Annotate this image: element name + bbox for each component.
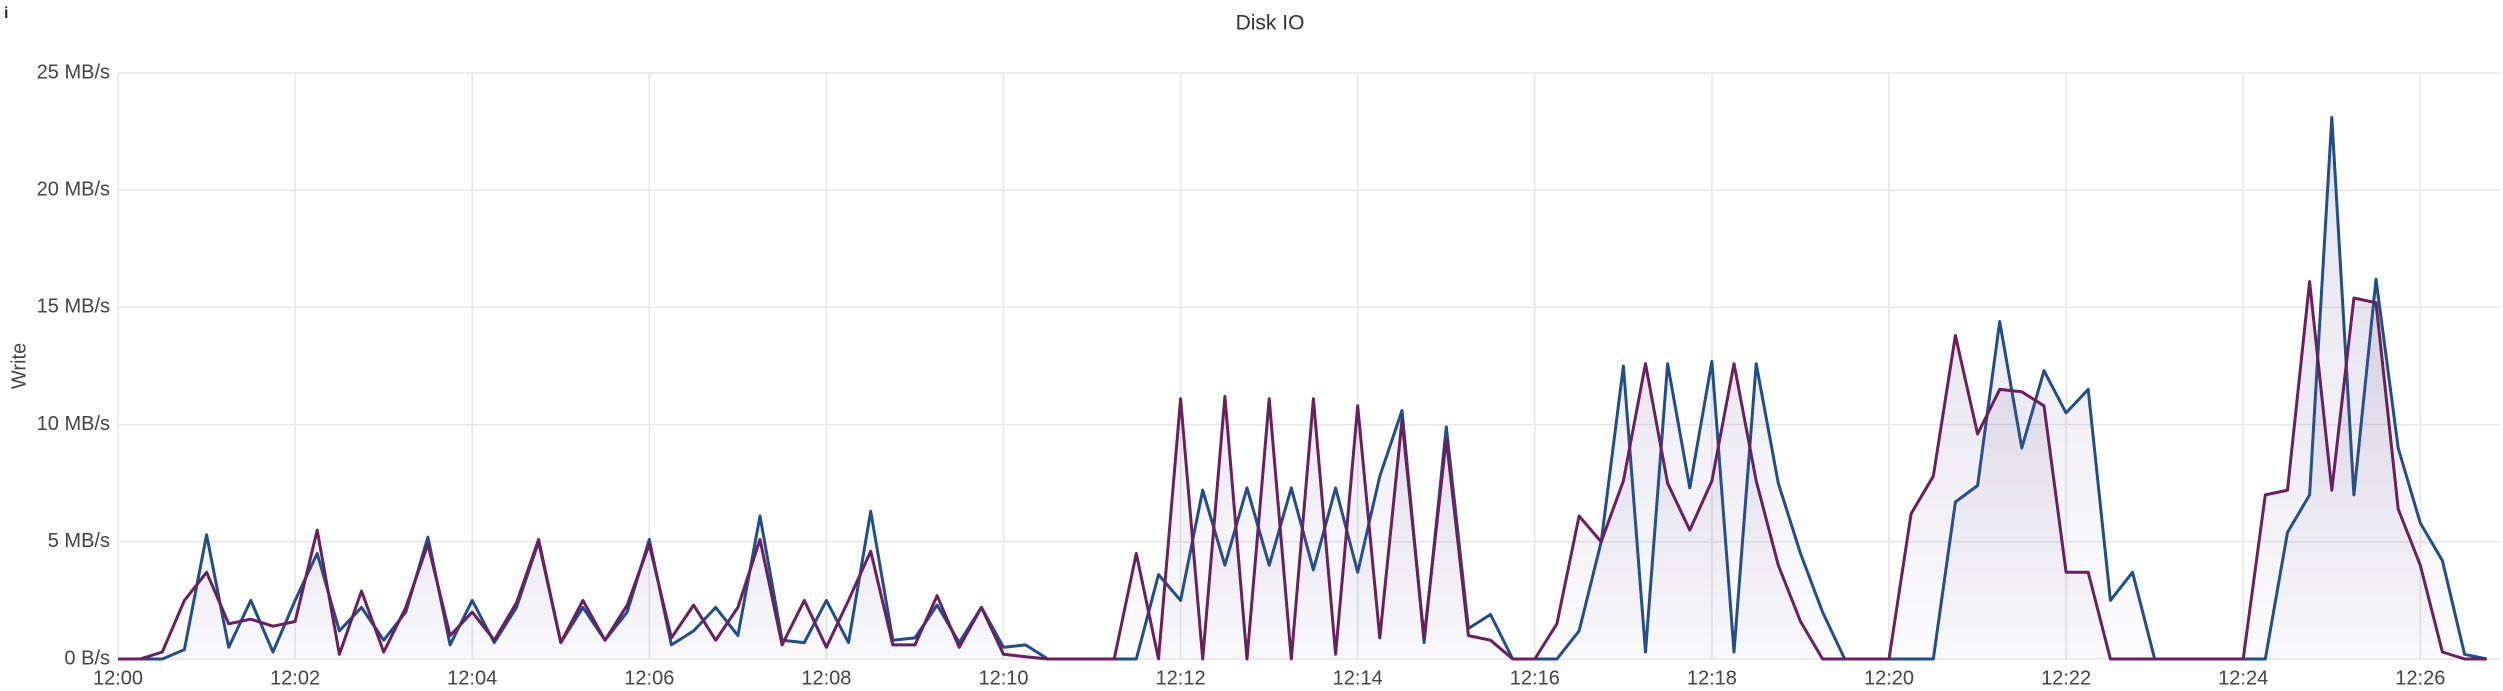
x-tick-label: 12:24 [2218,667,2268,689]
x-tick-label: 12:14 [1333,667,1383,689]
x-tick-label: 12:02 [270,667,320,689]
y-tick-label: 25 MB/s [37,61,110,83]
x-tick-label: 12:08 [801,667,851,689]
y-tick-label: 5 MB/s [48,530,110,552]
x-tick-label: 12:26 [2395,667,2445,689]
x-tick-label: 12:12 [1156,667,1206,689]
y-tick-label: 15 MB/s [37,296,110,318]
x-tick-label: 12:06 [624,667,674,689]
grid: 0 B/s 5 MB/s 10 MB/s 15 MB/s 20 MB/s 25 MB/s 1… [37,61,2500,689]
x-tick-label: 12:22 [2041,667,2091,689]
line [118,280,2487,661]
y-tick-label: 10 MB/s [37,413,110,435]
chart-title: Disk IO [1236,12,1305,35]
info-icon[interactable]: i [4,5,8,22]
x-tick-label: 12:04 [447,667,497,689]
x-tick-label: 12:00 [93,667,143,689]
x-tick-label: 12:18 [1687,667,1737,689]
x-tick-label: 12:10 [978,667,1028,689]
y-axis-label: Write [8,343,30,389]
y-tick-label: 0 B/s [64,647,110,669]
plot [118,116,2488,661]
x-tick-label: 12:16 [1510,667,1560,689]
area [118,281,2487,659]
y-tick-label: 20 MB/s [37,178,110,200]
x-tick-label: 12:20 [1864,667,1914,689]
